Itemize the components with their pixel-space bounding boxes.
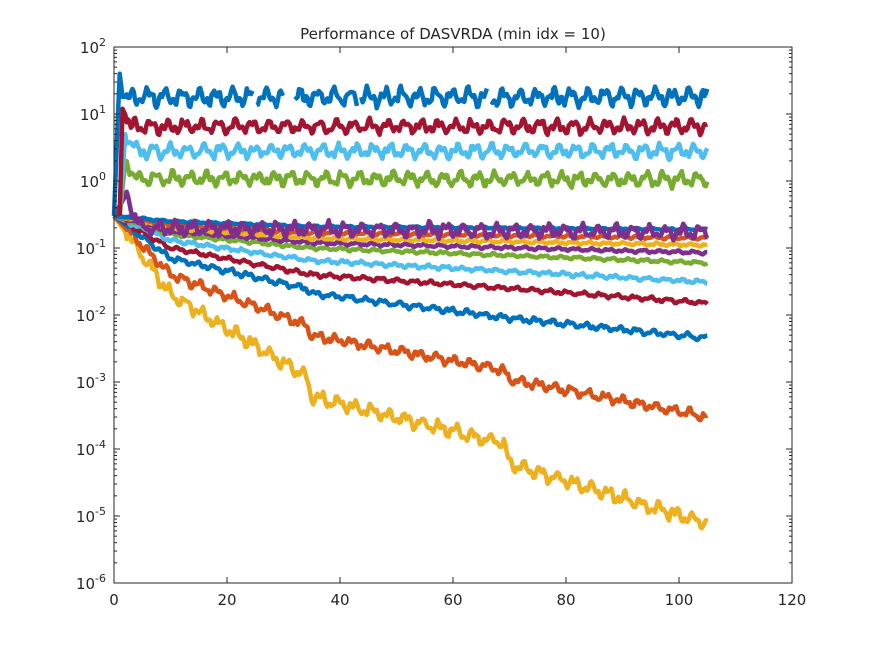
x-tick-label: 0 [109, 591, 119, 609]
y-axis: 10-6 10-5 10-4 10-3 10-2 10-1 100 101 102 [76, 36, 792, 593]
line-series-2 [117, 106, 709, 217]
line-series-12 [112, 214, 709, 306]
y-tick-label: 10-5 [76, 505, 106, 526]
y-tick-label: 101 [80, 103, 106, 124]
y-tick-label: 102 [80, 36, 106, 57]
line-series-4 [117, 158, 710, 217]
y-tick-label: 100 [80, 170, 106, 191]
line-series-9 [113, 213, 709, 257]
x-tick-label: 100 [665, 591, 694, 609]
x-tick-label: 40 [330, 591, 349, 609]
line-series-15 [112, 214, 709, 531]
line-series-1 [111, 71, 710, 217]
plot-area [114, 47, 792, 583]
line-series-11 [113, 213, 709, 286]
y-tick-label: 10-6 [76, 572, 106, 593]
x-tick-label: 20 [217, 591, 236, 609]
series-layer [111, 71, 710, 531]
y-tick-label: 10-2 [76, 304, 106, 325]
x-tick-label: 60 [443, 591, 462, 609]
line-series-13 [112, 214, 709, 343]
x-axis: 0 20 40 60 80 100 120 [109, 47, 806, 609]
line-series-10 [113, 213, 709, 267]
x-tick-label: 80 [556, 591, 575, 609]
y-tick-label: 10-4 [76, 438, 106, 459]
line-series-14 [112, 214, 709, 423]
line-series-8 [113, 213, 709, 249]
line-series-5 [112, 189, 710, 243]
x-tick-label: 120 [778, 591, 807, 609]
y-tick-label: 10-3 [76, 371, 106, 392]
y-tick-label: 10-1 [76, 237, 106, 258]
line-series-3 [117, 131, 710, 217]
chart-title: Performance of DASVRDA (min idx = 10) [300, 25, 606, 43]
